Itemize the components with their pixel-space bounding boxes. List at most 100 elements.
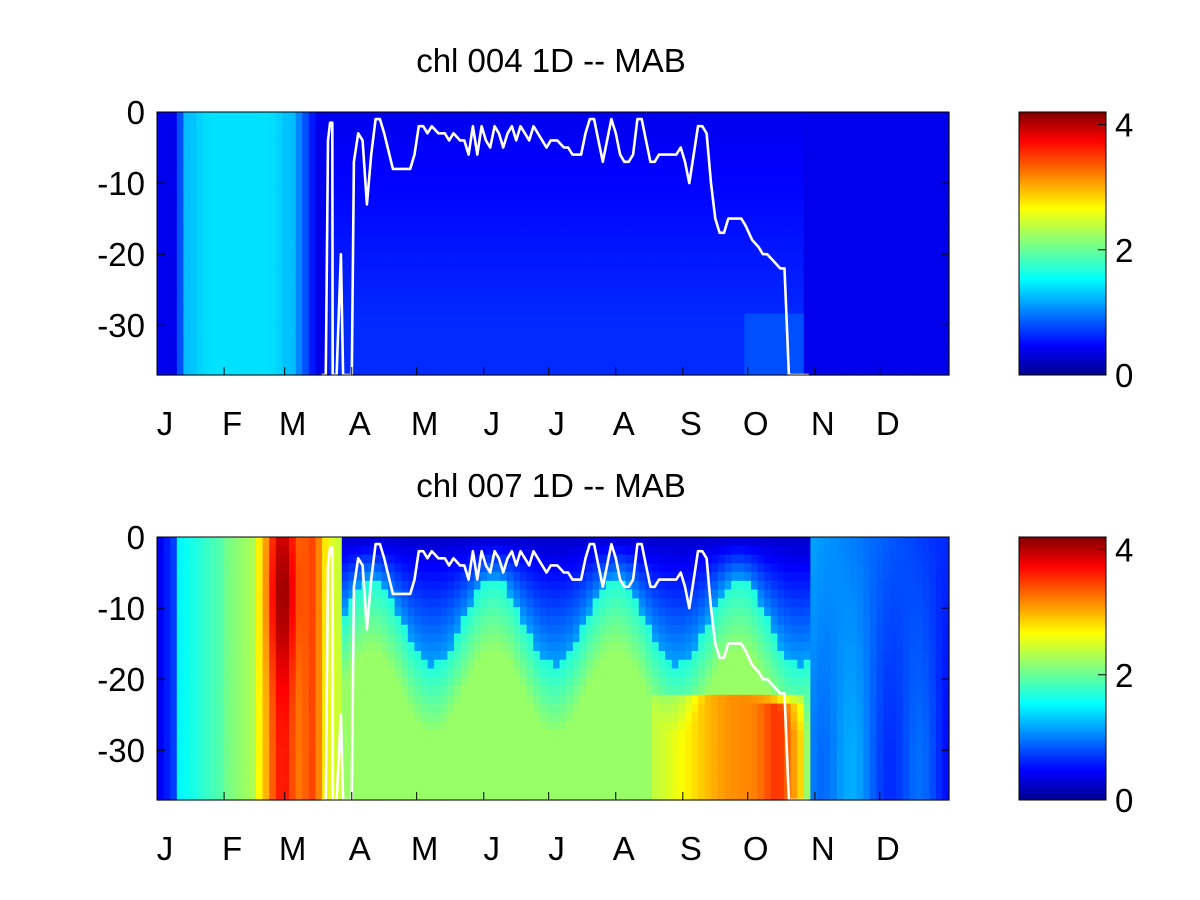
heatmap-cell xyxy=(520,278,528,288)
heatmap-cell xyxy=(810,261,818,271)
heatmap-cell xyxy=(473,278,481,288)
heatmap-cell xyxy=(566,269,574,280)
heatmap-cell xyxy=(421,537,429,547)
heatmap-cell xyxy=(381,747,389,757)
heatmap-cell xyxy=(302,563,310,573)
heatmap-cell xyxy=(355,164,363,174)
heatmap-cell xyxy=(183,764,191,775)
heatmap-cell xyxy=(546,243,554,253)
heatmap-cell xyxy=(170,304,178,315)
heatmap-cell xyxy=(183,563,191,573)
heatmap-cell xyxy=(289,296,297,306)
heatmap-cell xyxy=(447,572,455,582)
heatmap-cell xyxy=(190,357,198,367)
heatmap-cell xyxy=(282,721,290,731)
heatmap-cell xyxy=(341,589,349,599)
heatmap-cell xyxy=(883,129,891,139)
heatmap-cell xyxy=(612,261,620,271)
heatmap-cell xyxy=(810,129,818,139)
heatmap-cell xyxy=(361,366,369,376)
heatmap-cell xyxy=(678,129,686,139)
heatmap-cell xyxy=(850,190,858,201)
heatmap-cell xyxy=(407,304,415,315)
heatmap-cell xyxy=(249,357,257,367)
heatmap-cell xyxy=(440,296,448,306)
heatmap-cell xyxy=(388,624,396,635)
heatmap-cell xyxy=(586,287,594,297)
heatmap-cell xyxy=(289,642,297,652)
heatmap-cell xyxy=(196,269,204,280)
heatmap-cell xyxy=(619,225,627,236)
heatmap-cell xyxy=(249,339,257,350)
heatmap-cell xyxy=(269,190,277,201)
heatmap-cell xyxy=(625,190,633,201)
heatmap-cell xyxy=(163,304,171,315)
heatmap-cell xyxy=(764,173,772,183)
heatmap-cell xyxy=(467,261,475,271)
heatmap-cell xyxy=(883,138,891,148)
heatmap-cell xyxy=(843,243,851,253)
heatmap-cell xyxy=(718,331,726,341)
heatmap-cell xyxy=(863,357,871,367)
heatmap-cell xyxy=(902,164,910,174)
heatmap-cell xyxy=(401,217,409,227)
heatmap-cell xyxy=(289,366,297,376)
heatmap-cell xyxy=(533,173,541,183)
heatmap-cell xyxy=(671,190,679,201)
heatmap-cell xyxy=(473,190,481,201)
x-tick-label: F xyxy=(222,405,242,442)
heatmap-cell xyxy=(374,190,382,201)
heatmap-cell xyxy=(335,234,343,245)
heatmap-cell xyxy=(256,348,264,359)
heatmap-cell xyxy=(308,225,316,236)
heatmap-cell xyxy=(302,650,310,661)
heatmap-cell xyxy=(757,322,765,332)
heatmap-cell xyxy=(929,190,937,201)
heatmap-cell xyxy=(216,537,224,547)
heatmap-cell xyxy=(678,357,686,367)
heatmap-cell xyxy=(302,129,310,139)
heatmap-cell xyxy=(176,217,184,227)
x-tick-label: M xyxy=(411,405,439,442)
heatmap-cell xyxy=(209,598,217,608)
heatmap-cell xyxy=(671,147,679,157)
heatmap-cell xyxy=(275,677,283,687)
heatmap-cell xyxy=(513,120,521,131)
heatmap-cell xyxy=(341,756,349,766)
heatmap-cell xyxy=(566,313,574,323)
heatmap-cell xyxy=(645,173,653,183)
heatmap-cell xyxy=(302,147,310,157)
heatmap-cell xyxy=(289,738,297,748)
heatmap-cell xyxy=(731,147,739,157)
heatmap-cell xyxy=(434,607,442,617)
heatmap-cell xyxy=(447,703,455,713)
heatmap-cell xyxy=(421,703,429,713)
heatmap-cell xyxy=(665,199,673,210)
heatmap-cell xyxy=(876,208,884,218)
heatmap-cell xyxy=(896,173,904,183)
heatmap-cell xyxy=(678,313,686,323)
heatmap-cell xyxy=(869,304,877,315)
heatmap-cell xyxy=(533,129,541,139)
heatmap-cell xyxy=(803,217,811,227)
heatmap-cell xyxy=(249,642,257,652)
heatmap-cell xyxy=(447,304,455,315)
heatmap-cell xyxy=(823,252,831,262)
heatmap-cell xyxy=(262,545,270,556)
heatmap-cell xyxy=(176,721,184,731)
heatmap-cell xyxy=(203,155,211,166)
heatmap-cell xyxy=(216,738,224,748)
heatmap-cell xyxy=(493,112,501,122)
heatmap-cell xyxy=(685,339,693,350)
heatmap-cell xyxy=(902,252,910,262)
heatmap-cell xyxy=(262,331,270,341)
heatmap-cell xyxy=(546,217,554,227)
heatmap-cell xyxy=(315,366,323,376)
heatmap-cell xyxy=(645,296,653,306)
heatmap-cell xyxy=(170,773,178,784)
heatmap-cell xyxy=(322,190,330,201)
heatmap-cell xyxy=(883,225,891,236)
heatmap-cell xyxy=(440,155,448,166)
heatmap-cell xyxy=(823,296,831,306)
heatmap-cell xyxy=(295,703,303,713)
